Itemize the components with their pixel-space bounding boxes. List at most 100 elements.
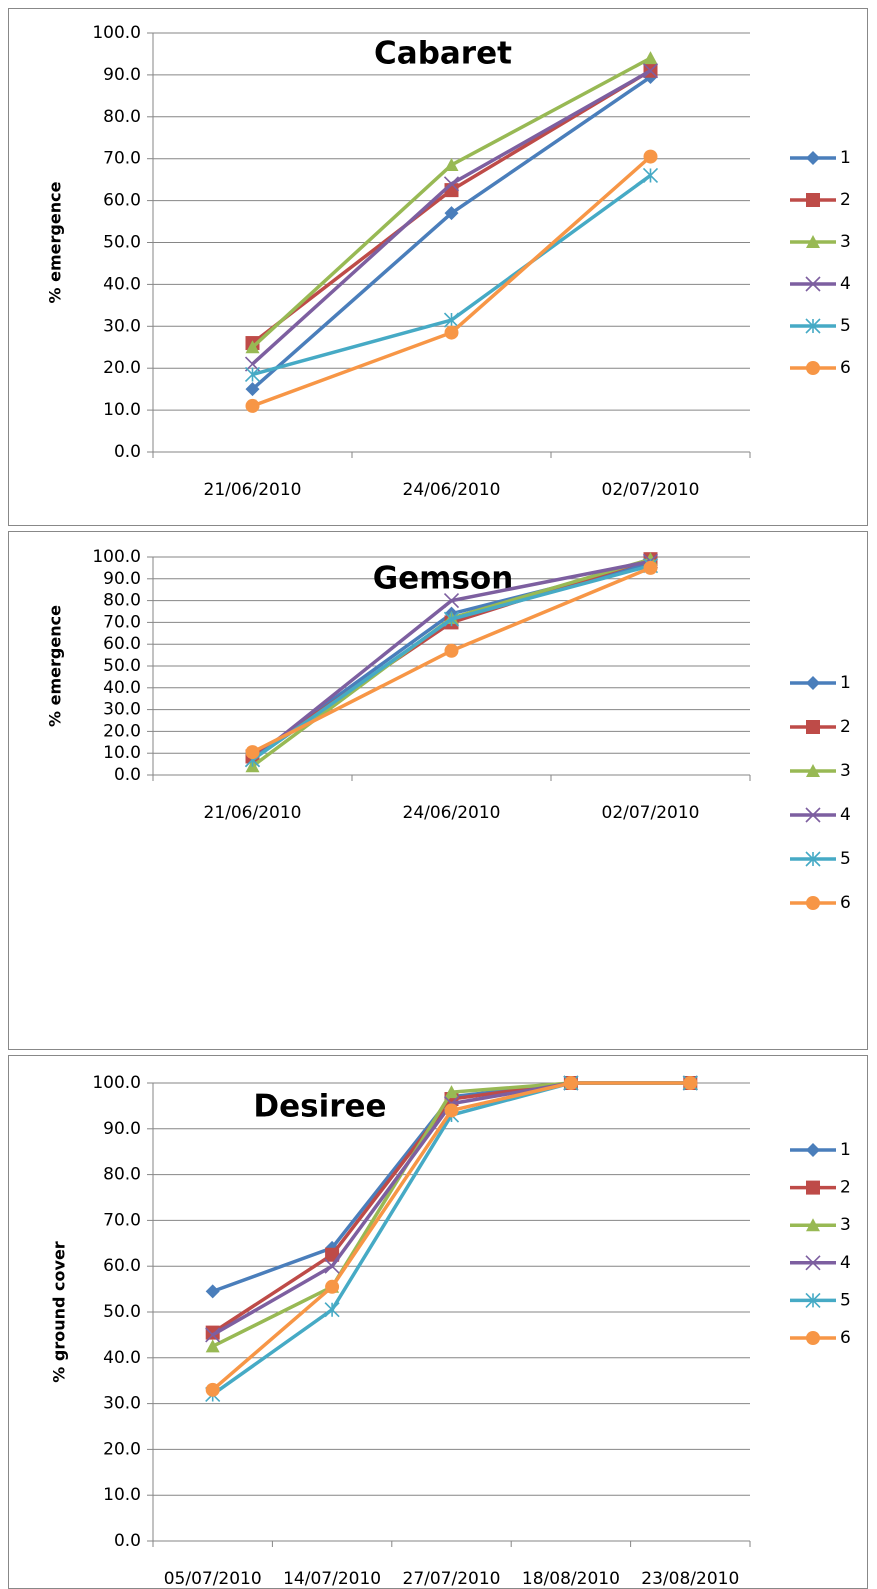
legend-marker <box>806 1218 820 1232</box>
y-tick-label: 40.0 <box>103 678 141 698</box>
panel <box>8 1055 868 1589</box>
y-tick-label: 60.0 <box>103 1256 141 1276</box>
y-tick-label: 30.0 <box>103 316 141 336</box>
legend-marker <box>805 318 821 334</box>
y-tick-label: 90.0 <box>103 1119 141 1139</box>
y-tick-label: 60.0 <box>103 634 141 654</box>
y-tick-label: 80.0 <box>103 1165 141 1185</box>
y-tick-label: 50.0 <box>103 1302 141 1322</box>
chart-title: Cabaret <box>374 36 512 72</box>
y-tick-label: 30.0 <box>103 1394 141 1414</box>
y-tick-label: 60.0 <box>103 191 141 211</box>
y-tick-label: 0.0 <box>114 1531 141 1551</box>
panel <box>8 8 868 526</box>
legend-label: 3 <box>840 232 851 252</box>
legend-marker <box>806 896 820 910</box>
x-tick-label: 27/07/2010 <box>403 1569 501 1589</box>
marker <box>325 1247 340 1262</box>
legend-marker <box>806 720 820 734</box>
y-tick-label: 100.0 <box>92 1073 141 1093</box>
y-tick-label: 70.0 <box>103 612 141 632</box>
marker <box>205 1382 220 1397</box>
legend-label: 1 <box>840 673 851 693</box>
marker <box>444 325 459 340</box>
marker <box>205 1327 221 1343</box>
x-tick-label: 18/08/2010 <box>522 1569 620 1589</box>
marker <box>244 366 261 383</box>
y-tick-label: 40.0 <box>103 274 141 294</box>
panel <box>8 531 868 1050</box>
y-tick-label: 90.0 <box>103 65 141 85</box>
legend-label: 3 <box>840 761 851 781</box>
x-tick-label: 23/08/2010 <box>641 1569 739 1589</box>
legend-label: 4 <box>840 805 851 825</box>
legend-label: 2 <box>840 190 851 210</box>
y-tick-label: 100.0 <box>92 23 141 43</box>
y-tick-label: 80.0 <box>103 107 141 127</box>
legend-label: 5 <box>840 849 851 869</box>
legend-marker <box>806 235 820 248</box>
marker <box>205 1325 220 1340</box>
legend-marker <box>806 1180 820 1195</box>
marker <box>205 1284 220 1299</box>
y-tick-label: 50.0 <box>103 656 141 676</box>
marker <box>643 51 658 65</box>
marker <box>245 340 260 354</box>
marker <box>642 63 659 79</box>
marker <box>245 745 260 760</box>
legend-label: 1 <box>840 1140 851 1160</box>
marker <box>325 1279 340 1294</box>
legend-marker <box>806 1143 820 1157</box>
y-tick-label: 10.0 <box>103 1485 141 1505</box>
y-tick-label: 10.0 <box>103 743 141 763</box>
legend-label: 3 <box>840 1215 851 1235</box>
y-tick-label: 50.0 <box>103 233 141 253</box>
x-tick-label: 02/07/2010 <box>602 480 700 500</box>
marker <box>245 382 260 397</box>
marker <box>444 1103 459 1118</box>
legend-marker <box>806 676 820 690</box>
marker <box>444 206 459 221</box>
legend-label: 5 <box>840 1290 851 1310</box>
marker <box>205 1339 220 1353</box>
x-tick-label: 14/07/2010 <box>283 1569 381 1589</box>
y-tick-label: 0.0 <box>114 765 141 785</box>
y-tick-label: 30.0 <box>103 700 141 720</box>
marker <box>443 312 460 328</box>
y-axis-label: % emergence <box>46 181 65 303</box>
legend-label: 6 <box>840 893 851 913</box>
y-tick-label: 80.0 <box>103 591 141 611</box>
y-tick-label: 0.0 <box>114 442 141 462</box>
x-tick-label: 21/06/2010 <box>204 803 302 823</box>
y-tick-label: 20.0 <box>103 358 141 378</box>
legend-label: 4 <box>840 274 851 294</box>
marker <box>443 176 460 192</box>
y-tick-label: 40.0 <box>103 1348 141 1368</box>
marker <box>443 611 460 627</box>
legend-marker <box>806 151 820 165</box>
legend-marker <box>805 1255 821 1271</box>
legend-marker <box>806 193 820 207</box>
x-tick-label: 24/06/2010 <box>403 480 501 500</box>
x-tick-label: 21/06/2010 <box>204 480 302 500</box>
marker <box>563 1076 578 1090</box>
chart-title: Desiree <box>253 1089 386 1125</box>
y-tick-label: 20.0 <box>103 721 141 741</box>
y-tick-label: 100.0 <box>92 547 141 567</box>
legend-label: 5 <box>840 316 851 336</box>
y-axis-label: % ground cover <box>50 1241 69 1383</box>
marker <box>643 149 658 164</box>
legend-label: 2 <box>840 717 851 737</box>
marker <box>444 643 459 658</box>
y-tick-label: 10.0 <box>103 400 141 420</box>
legend-marker <box>805 851 821 867</box>
legend-label: 6 <box>840 358 851 378</box>
y-axis-label: % emergence <box>46 605 65 727</box>
y-tick-label: 70.0 <box>103 1210 141 1230</box>
marker <box>444 1085 459 1099</box>
y-tick-label: 90.0 <box>103 569 141 589</box>
marker <box>443 593 460 609</box>
legend-marker <box>806 361 820 375</box>
marker <box>642 167 659 184</box>
